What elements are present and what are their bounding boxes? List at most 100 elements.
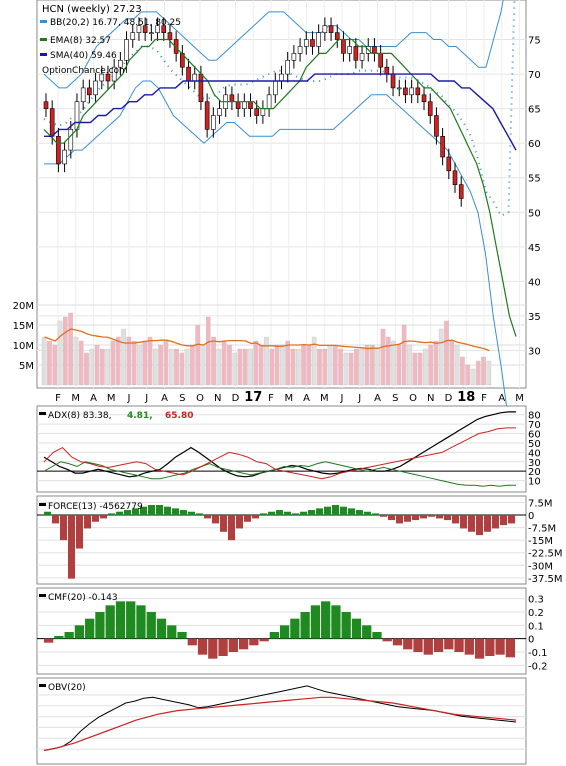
- force-bar: [356, 510, 363, 516]
- force-bar: [44, 511, 51, 516]
- date-tick-label: J: [357, 393, 361, 404]
- date-tick-label: J: [127, 393, 131, 404]
- candle-body: [403, 87, 408, 96]
- date-tick-label: S: [179, 393, 185, 404]
- date-tick-label: M: [320, 393, 329, 404]
- candle-body: [248, 101, 253, 109]
- force-bar: [444, 515, 451, 521]
- date-tick-label: J: [144, 393, 148, 404]
- candle-body: [136, 25, 142, 33]
- candle-body: [43, 101, 49, 109]
- price-tick-label: 30: [528, 346, 541, 357]
- volume-bar: [449, 340, 455, 386]
- candle-body: [192, 73, 198, 82]
- force-label: FORCE(13) -4562779: [48, 502, 143, 512]
- cmf-bar: [54, 636, 64, 639]
- force-axis: 7.5M0 -7.5M-15M -22.5M-30M -37.5M: [528, 499, 563, 585]
- force-bar: [196, 513, 203, 516]
- candle-body: [167, 32, 173, 40]
- force-bar: [484, 515, 491, 532]
- force-bar: [436, 515, 443, 519]
- volume-bar: [486, 360, 492, 386]
- bb-middle-line: [43, 0, 516, 217]
- adx-minus-di: 65.80: [165, 411, 193, 421]
- watermark: OptionChance.com: [42, 66, 128, 76]
- cmf-bar: [362, 625, 372, 639]
- candle-body: [235, 101, 241, 109]
- candle-body: [390, 73, 396, 89]
- candle-body: [297, 46, 303, 54]
- date-tick-label: A: [374, 393, 381, 404]
- cmf-bar: [290, 618, 300, 639]
- volume-bar: [237, 348, 243, 386]
- volume-bar: [348, 352, 354, 386]
- volume-bar: [100, 348, 105, 386]
- candle-body: [124, 39, 129, 61]
- cmf-bar: [156, 618, 167, 639]
- candle-body: [322, 25, 328, 33]
- cmf-panel: 0.3 0.2 0.1 0 -0.1 -0.2 CMF(20) -0.143: [36, 587, 548, 675]
- force-bar: [260, 513, 267, 516]
- force-bar: [124, 510, 131, 516]
- candle-body: [99, 73, 105, 82]
- candle-body: [87, 87, 92, 96]
- adx-grid: [37, 414, 526, 482]
- volume-bar: [195, 324, 200, 386]
- volume-bar: [475, 360, 481, 386]
- volume-bar: [370, 344, 375, 386]
- candle-body: [266, 94, 272, 109]
- volume-bar: [295, 348, 301, 386]
- legend-sma: SMA(40) 59.46: [50, 51, 117, 61]
- cmf-bar: [85, 618, 95, 639]
- force-bar: [108, 513, 115, 516]
- date-tick-label: N: [427, 393, 434, 404]
- force-bar: [276, 510, 283, 516]
- volume-bar: [137, 344, 142, 386]
- volume-bar: [385, 336, 391, 386]
- candle-body: [272, 80, 278, 96]
- volume-bar: [407, 344, 412, 386]
- cmf-tick-label: 0.3: [528, 595, 544, 606]
- volume-bar: [253, 340, 259, 386]
- force-bar: [340, 506, 347, 516]
- volume-bar: [438, 328, 444, 386]
- date-tick-label: M: [107, 393, 116, 404]
- adx-tick-label: 80: [528, 411, 541, 422]
- volume-bar: [412, 352, 418, 386]
- cmf-tick-label: 0: [528, 635, 534, 646]
- date-tick-label: M: [71, 393, 80, 404]
- force-bar: [396, 515, 403, 524]
- force-bar: [180, 510, 187, 516]
- candle-body: [118, 59, 123, 68]
- volume-bar: [317, 348, 322, 386]
- legend-bb: BB(20,2) 16.77, 48.51, 80.25: [50, 18, 181, 28]
- candle-body: [353, 46, 359, 61]
- force-bar: [172, 508, 179, 516]
- cmf-swatch: [39, 594, 46, 597]
- volume-bar: [227, 344, 232, 386]
- volume-bar: [428, 344, 433, 386]
- bb-upper-line: [43, 0, 504, 89]
- date-tick-label: D: [445, 393, 453, 404]
- volume-bar: [333, 344, 338, 386]
- adx-swatch: [39, 412, 46, 415]
- volume-bars: [41, 312, 492, 386]
- adx-tick-label: 10: [528, 477, 541, 488]
- volume-bar: [121, 328, 126, 386]
- candle-body: [434, 115, 439, 137]
- adx-label: ADX(8) 83.38,: [48, 411, 112, 421]
- force-bar: [316, 508, 323, 516]
- volume-bar: [216, 348, 222, 386]
- price-tick-label: 35: [528, 312, 541, 323]
- cmf-tick-label: 0.2: [528, 608, 544, 619]
- cmf-bar: [187, 638, 197, 646]
- force-bar: [100, 515, 107, 519]
- legend-swatch-bb: [40, 20, 47, 23]
- cmf-bar: [146, 612, 156, 639]
- candle-body: [310, 39, 315, 47]
- force-bar: [300, 511, 307, 516]
- cmf-tick-label: 0.1: [528, 621, 544, 632]
- cmf-bar: [495, 638, 505, 655]
- force-bar: [132, 508, 139, 516]
- cmf-bar: [197, 638, 208, 655]
